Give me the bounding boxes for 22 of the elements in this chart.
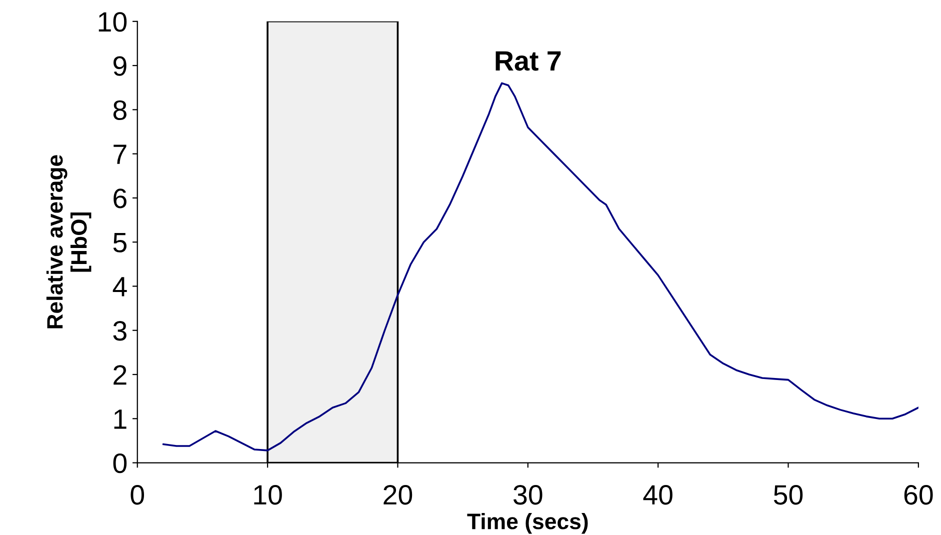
x-tick-label: 0 <box>130 485 144 505</box>
y-tick-label: 8 <box>113 100 126 120</box>
y-tick-label: 2 <box>114 365 126 385</box>
y-tick-label: 10 <box>98 12 127 32</box>
y-tick-label: 5 <box>113 233 126 252</box>
x-tick-label: 30 <box>514 485 542 505</box>
y-tick-label: 7 <box>114 144 126 164</box>
x-tick-label: 60 <box>904 485 933 505</box>
y-tick-label: 1 <box>114 410 126 429</box>
text: Rat 7 <box>496 51 561 71</box>
y-tick-label: 9 <box>114 56 126 76</box>
x-axis-title: Time (secs) <box>467 512 588 534</box>
x-tick-label: 40 <box>643 485 672 505</box>
y-axis-title: Relative average [HbO] <box>46 155 92 328</box>
y-tick-label: 0 <box>113 453 127 474</box>
x-tick-label: 10 <box>254 485 282 505</box>
x-tick-label: 50 <box>774 485 803 505</box>
y-tick-label: 4 <box>112 277 127 296</box>
y-tick-label: 6 <box>114 188 126 208</box>
line-series <box>162 82 918 452</box>
y-tick-label: 3 <box>113 321 126 341</box>
x-tick-label: 20 <box>384 485 412 505</box>
